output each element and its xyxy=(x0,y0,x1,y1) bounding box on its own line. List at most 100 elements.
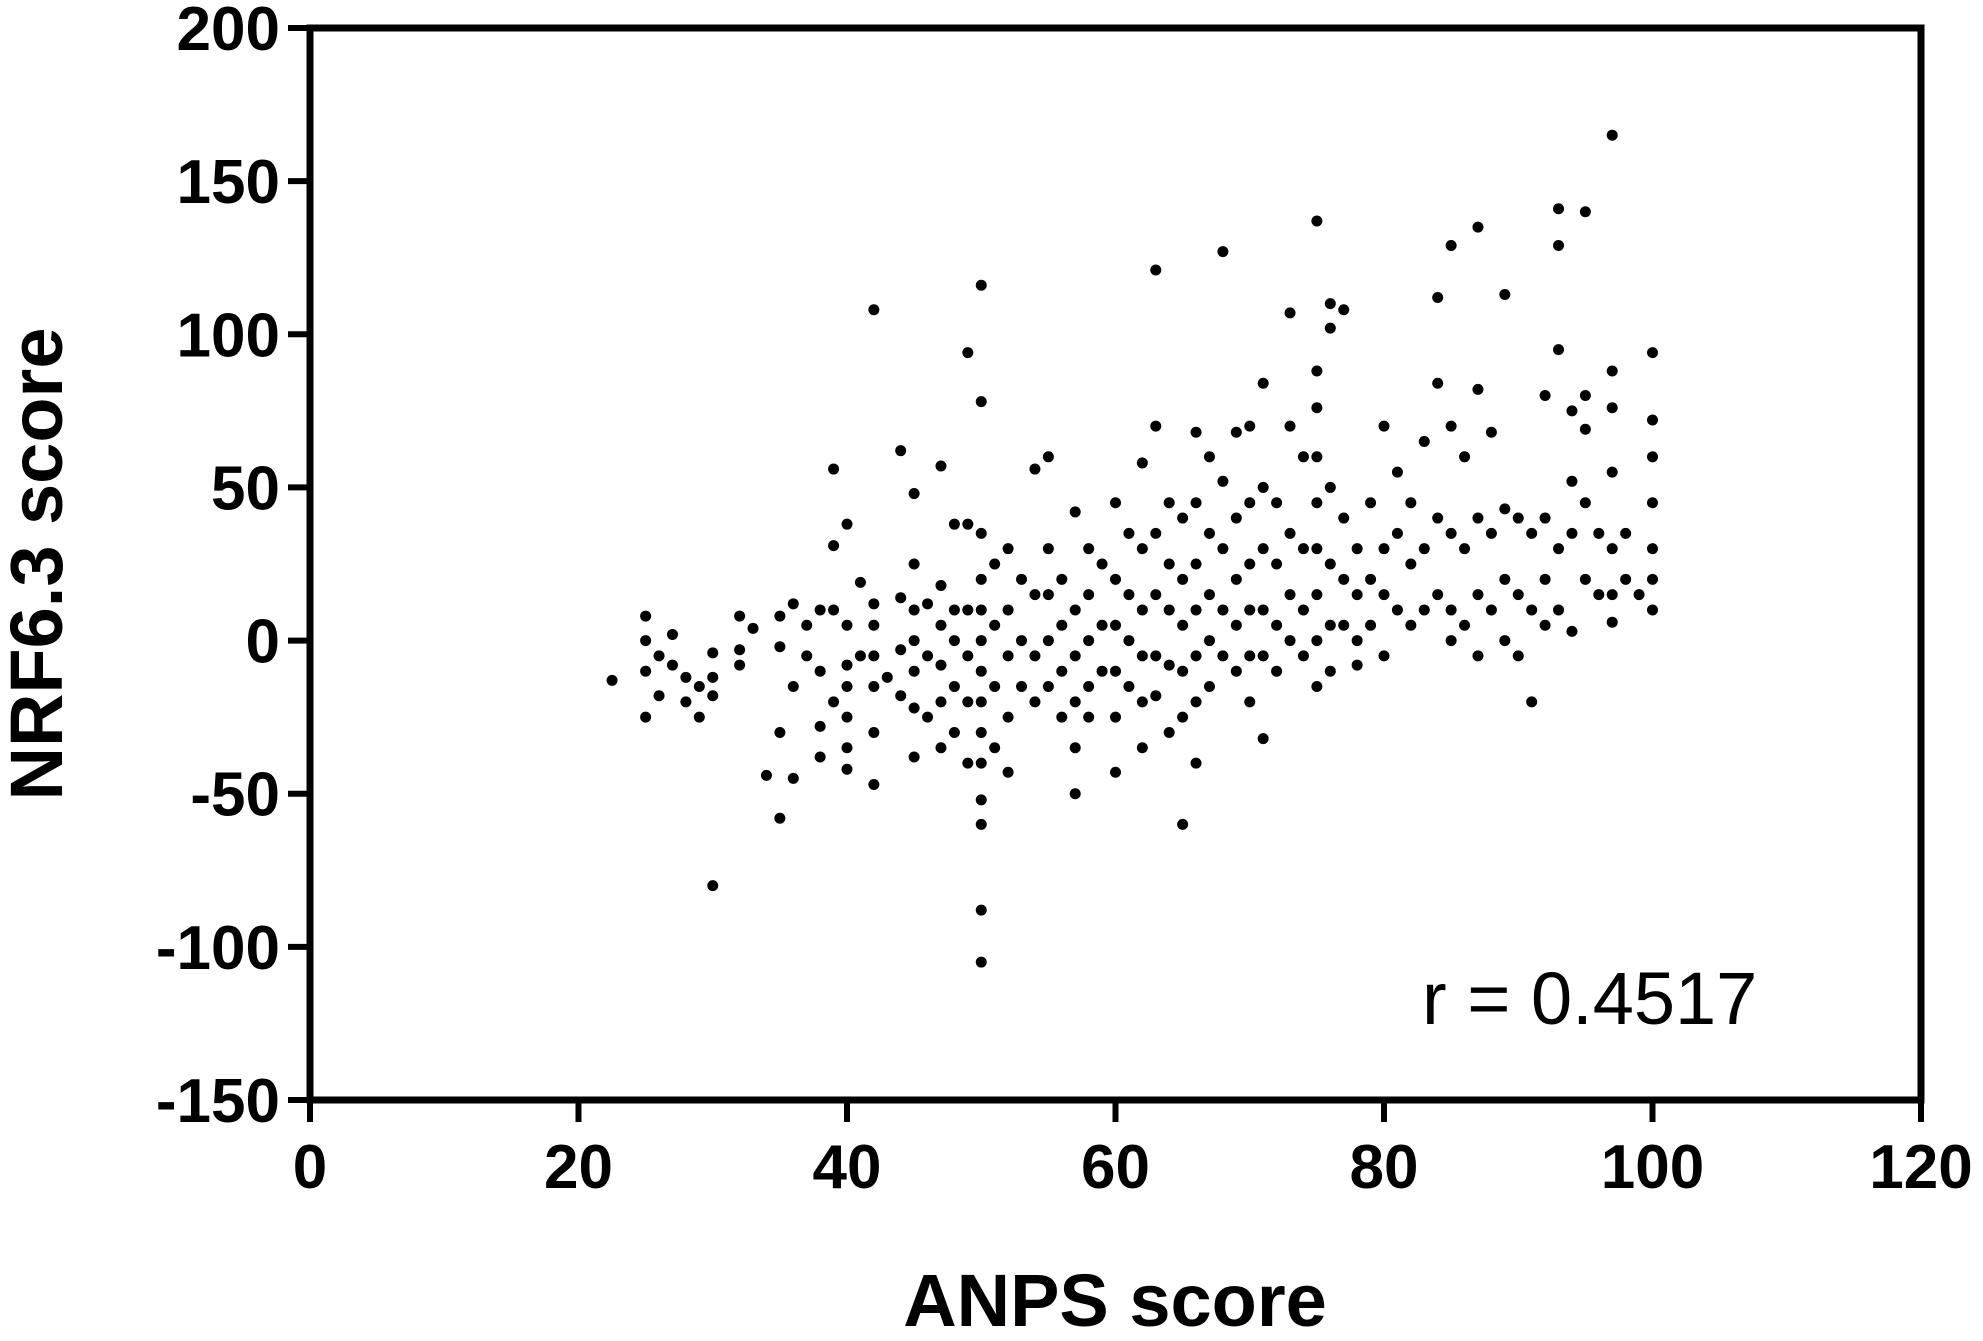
x-tick-label: 120 xyxy=(1869,1133,1972,1202)
x-tick-label: 100 xyxy=(1601,1133,1704,1202)
data-point xyxy=(1351,659,1363,671)
data-point xyxy=(1230,426,1242,438)
data-point xyxy=(1606,589,1618,601)
data-point xyxy=(1257,377,1269,389)
x-tick-label: 0 xyxy=(293,1133,327,1202)
data-point xyxy=(1391,527,1403,539)
data-point xyxy=(1647,604,1658,616)
data-point xyxy=(962,757,974,769)
data-point xyxy=(1620,573,1632,585)
data-point xyxy=(1432,292,1444,304)
data-point xyxy=(1244,604,1256,616)
data-point xyxy=(841,742,853,754)
data-point xyxy=(975,604,987,616)
data-point xyxy=(760,769,772,781)
data-point xyxy=(1324,665,1336,677)
data-point xyxy=(1539,390,1551,402)
data-point xyxy=(1526,696,1538,708)
x-tick-label: 60 xyxy=(1081,1133,1150,1202)
data-point xyxy=(975,635,987,647)
data-point xyxy=(1042,681,1054,693)
data-point xyxy=(908,488,920,500)
data-point xyxy=(908,665,920,677)
data-point xyxy=(1593,527,1605,539)
data-point xyxy=(1338,512,1350,524)
data-point xyxy=(922,650,934,662)
data-point xyxy=(1445,420,1457,432)
data-point xyxy=(1096,619,1108,631)
data-point xyxy=(841,659,853,671)
data-point xyxy=(1311,451,1323,463)
data-point xyxy=(814,604,826,616)
data-point xyxy=(1230,573,1242,585)
data-point xyxy=(1606,402,1618,414)
data-point xyxy=(1432,512,1444,524)
data-point xyxy=(1150,527,1162,539)
data-point xyxy=(1217,650,1229,662)
data-point xyxy=(908,751,920,763)
data-point xyxy=(935,659,947,671)
data-point xyxy=(640,610,652,622)
data-point xyxy=(1311,215,1323,227)
data-point xyxy=(707,690,719,702)
data-point xyxy=(975,573,987,585)
data-point xyxy=(922,598,934,610)
data-point xyxy=(841,518,853,530)
data-point xyxy=(666,659,678,671)
data-point xyxy=(828,696,840,708)
data-point xyxy=(1579,423,1591,435)
data-point xyxy=(1324,322,1336,334)
data-point xyxy=(1445,239,1457,251)
data-point xyxy=(1405,558,1417,570)
data-point xyxy=(1190,558,1202,570)
data-point xyxy=(1311,543,1323,555)
data-point xyxy=(1056,573,1068,585)
data-point xyxy=(908,635,920,647)
data-point xyxy=(1203,589,1215,601)
correlation-annotation: r = 0.4517 xyxy=(1422,957,1757,1040)
data-point xyxy=(1110,711,1121,723)
data-point xyxy=(1190,650,1202,662)
y-axis-title: NRF6.3 score xyxy=(0,328,78,801)
data-point xyxy=(1647,347,1658,359)
plot-frame xyxy=(306,24,1925,1104)
data-point xyxy=(1123,589,1135,601)
data-point xyxy=(1150,589,1162,601)
data-point xyxy=(828,540,840,552)
data-point xyxy=(1110,766,1121,778)
y-tick-label: 0 xyxy=(246,608,280,677)
data-point xyxy=(1620,527,1632,539)
data-point xyxy=(734,610,746,622)
data-point xyxy=(935,742,947,754)
data-point xyxy=(881,671,893,683)
data-point xyxy=(1083,681,1095,693)
data-point xyxy=(1579,497,1591,509)
data-point xyxy=(1459,451,1471,463)
x-tick-label: 20 xyxy=(544,1133,613,1202)
data-point xyxy=(1445,635,1457,647)
data-point xyxy=(868,619,880,631)
data-point xyxy=(1405,497,1417,509)
data-point xyxy=(1593,589,1605,601)
data-point xyxy=(1512,512,1524,524)
data-point xyxy=(1203,681,1215,693)
data-point xyxy=(1257,481,1269,493)
data-point xyxy=(948,726,960,738)
data-point xyxy=(1418,543,1430,555)
data-point xyxy=(1432,589,1444,601)
data-point xyxy=(1029,589,1041,601)
data-point xyxy=(1351,589,1363,601)
data-point xyxy=(948,681,960,693)
data-point xyxy=(680,696,692,708)
data-point xyxy=(1163,726,1175,738)
data-point xyxy=(1217,604,1229,616)
data-point xyxy=(908,702,920,714)
data-point xyxy=(854,650,866,662)
data-point xyxy=(787,772,799,784)
data-point xyxy=(1029,463,1041,475)
data-point xyxy=(1284,527,1296,539)
data-point xyxy=(935,579,947,591)
data-point xyxy=(1123,635,1135,647)
data-point xyxy=(1083,635,1095,647)
data-point xyxy=(801,619,813,631)
